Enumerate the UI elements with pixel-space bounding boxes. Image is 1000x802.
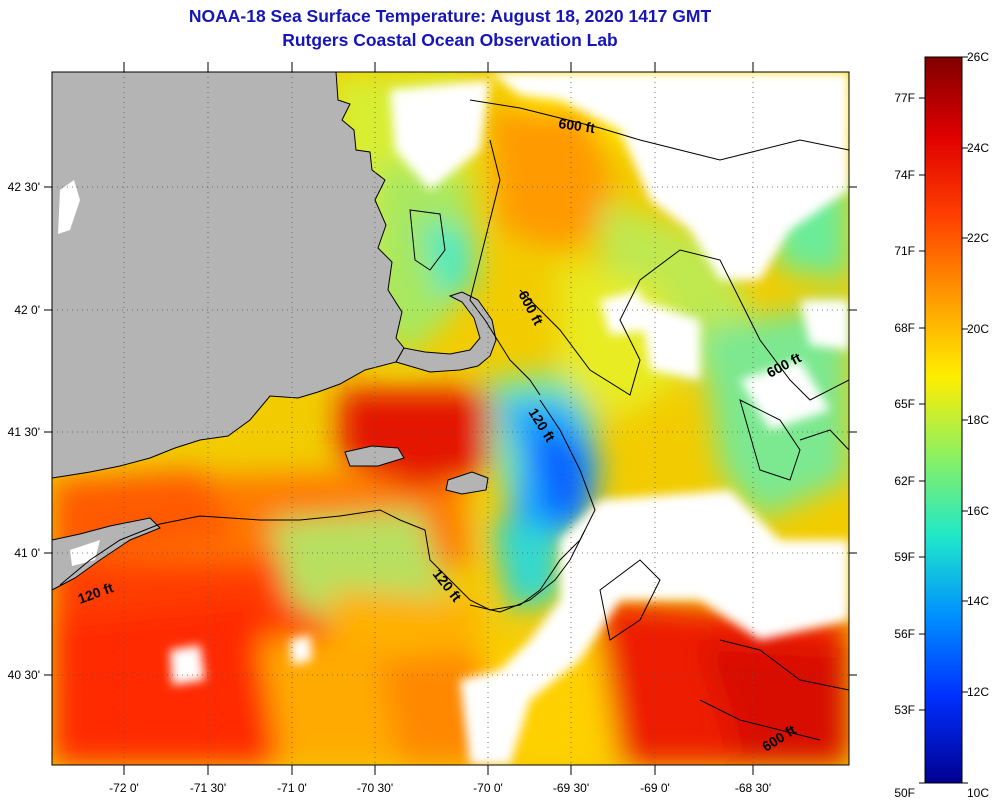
celsius-label: 14C — [967, 594, 989, 608]
colorbar-fahrenheit-labels: 77F 74F 71F 68F 65F 62F 59F 56F 53F 50F — [894, 91, 915, 800]
graticule — [52, 72, 849, 765]
fahrenheit-label: 53F — [894, 703, 915, 717]
fahrenheit-label: 62F — [894, 474, 915, 488]
long-island — [52, 517, 161, 591]
celsius-label: 22C — [967, 231, 989, 245]
x-tick-labels: -72 0' -71 30' -71 0' -70 30' -70 0' -69… — [109, 781, 771, 795]
fahrenheit-label: 74F — [894, 168, 915, 182]
celsius-label: 26C — [967, 50, 989, 64]
fahrenheit-label: 65F — [894, 397, 915, 411]
fahrenheit-label: 77F — [894, 91, 915, 105]
map-area: 600 ft 600 ft 600 ft 600 ft 120 ft 120 f… — [52, 72, 849, 765]
y-tick-label: 41 0' — [14, 546, 40, 560]
y-tick-labels: 42 30' 42 0' 41 30' 41 0' 40 30' — [8, 180, 40, 682]
celsius-label: 18C — [967, 413, 989, 427]
y-tick-label: 42 30' — [8, 180, 40, 194]
celsius-label: 10C — [967, 786, 989, 800]
x-tick-label: -71 0' — [277, 781, 307, 795]
x-tick-label: -69 30' — [553, 781, 589, 795]
fahrenheit-label: 56F — [894, 627, 915, 641]
x-tick-label: -71 30' — [190, 781, 226, 795]
fahrenheit-label: 50F — [894, 786, 915, 800]
colorbar-celsius-ticks — [962, 56, 968, 784]
colorbar-fahrenheit-ticks — [919, 97, 925, 784]
map-subtitle: Rutgers Coastal Ocean Observation Lab — [282, 30, 618, 50]
y-tick-label: 41 30' — [8, 425, 40, 439]
x-tick-label: -70 30' — [357, 781, 393, 795]
map-frame — [51, 71, 850, 766]
fahrenheit-label: 68F — [894, 321, 915, 335]
contour-label-600-a: 600 ft — [558, 115, 597, 136]
x-tick-label: -69 0' — [640, 781, 670, 795]
land-mass — [52, 72, 405, 479]
y-tick-label: 40 30' — [8, 668, 40, 682]
x-tick-label: -70 0' — [473, 781, 503, 795]
celsius-label: 20C — [967, 322, 989, 336]
island-vineyard — [344, 445, 405, 467]
y-axis-ticks — [44, 186, 857, 676]
x-axis-ticks — [123, 62, 754, 775]
island-nantucket — [445, 471, 489, 495]
bathymetry-contours — [59, 99, 849, 741]
colorbar — [924, 56, 963, 784]
celsius-label: 16C — [967, 504, 989, 518]
fahrenheit-label: 59F — [894, 550, 915, 564]
title-block: NOAA-18 Sea Surface Temperature: August … — [52, 4, 848, 52]
y-tick-label: 42 0' — [14, 303, 40, 317]
celsius-label: 24C — [967, 141, 989, 155]
x-tick-label: -72 0' — [109, 781, 139, 795]
cloud-mask — [170, 72, 849, 765]
cape-cod — [395, 291, 497, 373]
map-title: NOAA-18 Sea Surface Temperature: August … — [188, 6, 712, 26]
celsius-label: 12C — [967, 685, 989, 699]
colorbar-celsius-labels: 26C 24C 22C 20C 18C 16C 14C 12C 10C — [967, 50, 989, 800]
x-tick-label: -68 30' — [735, 781, 771, 795]
fahrenheit-label: 71F — [894, 244, 915, 258]
